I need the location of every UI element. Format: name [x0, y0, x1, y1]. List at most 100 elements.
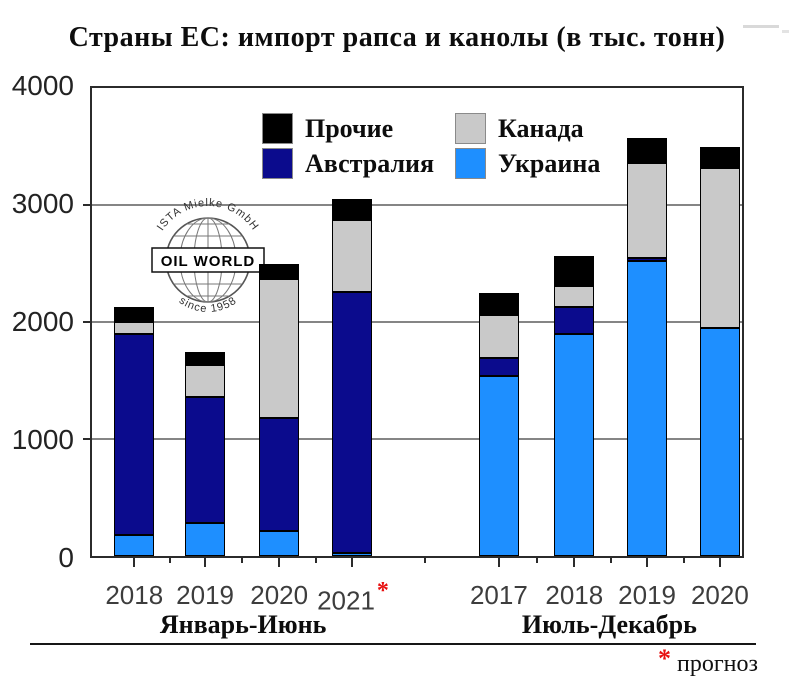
legend-item-ukraina: Украина	[455, 148, 600, 179]
scan-artifact	[743, 25, 779, 28]
chart-title: Страны ЕС: импорт рапса и канолы (в тыс.…	[68, 22, 726, 53]
forecast-asterisk: *	[376, 578, 389, 604]
x-tick-label: 2017	[469, 580, 528, 610]
y-axis-tick	[83, 438, 90, 440]
bar-segment-Прочие	[259, 263, 300, 279]
bar	[114, 88, 155, 556]
bar-segment-Канада	[114, 322, 155, 334]
x-tick-label: 2021*	[317, 578, 389, 616]
bar	[184, 88, 226, 556]
legend-label: Австралия	[305, 148, 435, 178]
bar-segment-Канада	[699, 167, 741, 328]
y-tick-label: 0	[58, 542, 74, 573]
footnote-divider	[30, 643, 756, 645]
bar-segment-Украина	[554, 333, 595, 556]
x-axis-tick	[497, 558, 500, 567]
y-axis-labels: 0 1000 2000 3000 4000	[0, 71, 80, 573]
bar-segment-Прочие	[478, 292, 520, 315]
y-axis-tick	[83, 204, 90, 206]
x-axis-tick	[278, 558, 281, 567]
bar	[554, 88, 595, 556]
bar	[331, 88, 373, 556]
y-tick-label: 3000	[11, 188, 74, 219]
bar-segment-Украина	[114, 534, 155, 556]
x-axis-minor-tick	[168, 558, 171, 563]
x-tick-label: 2019	[176, 580, 235, 610]
bar	[699, 88, 741, 556]
x-group-label: Январь-Июнь	[159, 610, 327, 639]
x-axis-tick	[718, 558, 721, 567]
bar-segment-Австралия	[259, 417, 300, 532]
x-axis-tick	[646, 558, 649, 567]
legend-item-avstraliya: Австралия	[262, 148, 434, 179]
footnote-asterisk: *	[657, 644, 671, 673]
x-axis-minor-tick	[241, 558, 244, 563]
footnote-text: прогноз	[676, 651, 758, 677]
bar-segment-Украина	[626, 261, 668, 556]
group-labels: Январь-Июнь Июль-Декабрь	[92, 610, 742, 640]
x-axis-tick	[133, 558, 136, 567]
bar-segment-Украина	[184, 523, 226, 556]
legend-swatch-gray	[455, 113, 486, 144]
bar-segment-Прочие	[114, 306, 155, 322]
bar	[259, 88, 300, 556]
bar-segment-Прочие	[626, 138, 668, 163]
x-axis-minor-tick	[535, 558, 538, 563]
bar-segment-Прочие	[699, 146, 741, 168]
bar-segment-Канада	[331, 220, 373, 292]
bar-segment-Украина	[699, 327, 741, 556]
y-tick-label: 4000	[11, 70, 74, 101]
x-axis-minor-tick	[682, 558, 685, 563]
legend-swatch-blue	[455, 148, 486, 179]
logo-center-text: OIL WORLD	[161, 253, 256, 270]
bar-segment-Австралия	[478, 358, 520, 376]
bar-segment-Прочие	[184, 352, 226, 366]
x-axis-minor-tick	[424, 558, 427, 563]
x-axis-labels: 2018 2019 2020 2021* 2017 2018 2019 2020	[92, 578, 748, 616]
bar-segment-Австралия	[114, 333, 155, 535]
bar	[626, 88, 668, 556]
gridline	[92, 204, 742, 206]
legend-item-kanada: Канада	[455, 113, 584, 144]
bar-segment-Австралия	[331, 291, 373, 553]
bar-segment-Канада	[259, 278, 300, 418]
bar-segment-Прочие	[331, 199, 373, 221]
bar-segment-Канада	[554, 285, 595, 307]
legend-swatch-black	[262, 113, 293, 144]
legend-swatch-navy	[262, 148, 293, 179]
bar-segment-Австралия	[626, 257, 668, 262]
scan-artifact	[782, 30, 789, 33]
bar-segment-Канада	[626, 162, 668, 258]
y-axis-tick	[83, 321, 90, 323]
bar-segment-Австралия	[184, 396, 226, 524]
legend-item-prochie: Прочие	[262, 113, 393, 144]
x-tick-label: 2018	[545, 580, 604, 610]
bar-segment-Канада	[478, 315, 520, 359]
x-group-label: Июль-Декабрь	[521, 610, 697, 639]
bar-segment-Канада	[184, 365, 226, 397]
gridline	[92, 438, 742, 440]
plot-area: Прочие Австралия Канада Украина	[83, 86, 744, 558]
y-tick-label: 2000	[11, 306, 74, 337]
x-tick-label: 2020	[690, 580, 749, 610]
x-tick-label: 2020	[250, 580, 309, 610]
oil-world-logo: OIL WORLD ISTA Mielke GmbH since 1958	[151, 197, 265, 315]
footnote: * прогноз	[658, 644, 758, 678]
y-tick-label: 1000	[11, 424, 74, 455]
x-tick-label: 2019	[618, 580, 677, 610]
bar-segment-Украина	[331, 552, 373, 556]
bar-segment-Украина	[478, 375, 520, 556]
x-axis-minor-tick	[609, 558, 612, 563]
x-axis-tick	[573, 558, 576, 567]
x-axis-minor-tick	[314, 558, 317, 563]
legend-label: Канада	[498, 113, 584, 143]
x-axis-tick	[351, 558, 353, 567]
gridline	[92, 321, 742, 323]
bar-segment-Прочие	[554, 256, 595, 286]
x-axis-tick	[204, 558, 207, 567]
logo-band	[151, 247, 265, 273]
x-axis	[92, 558, 742, 568]
bar-segment-Австралия	[554, 306, 595, 334]
bar-segment-Украина	[259, 531, 300, 556]
